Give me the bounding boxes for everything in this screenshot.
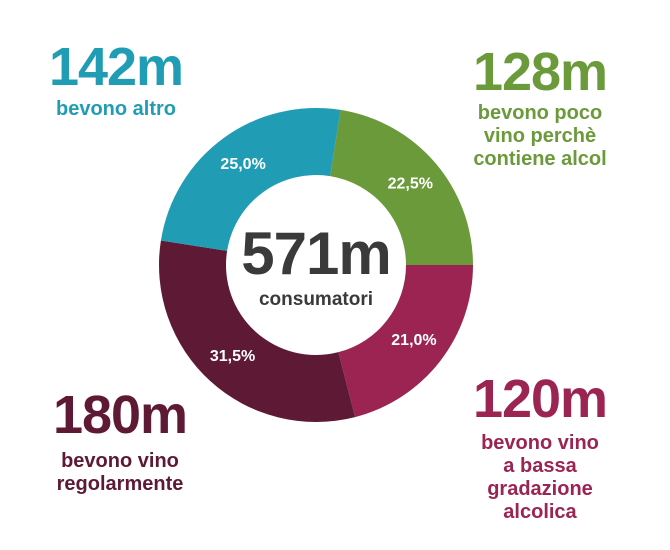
value-label: 31,5%: [210, 348, 255, 365]
center-value: 571m: [241, 220, 390, 287]
donut-segment: [160, 108, 341, 251]
category-label: bevono altro: [55, 98, 176, 120]
center-label: consumatori: [259, 289, 373, 310]
amount-label: 120m: [472, 369, 608, 429]
category-label: bevono poco vino perchè contiene alcol: [473, 102, 607, 170]
category-label: bevono vino regolarmente: [56, 450, 184, 495]
value-label: 22,5%: [388, 176, 433, 193]
amount-label: 128m: [472, 42, 608, 102]
amount-label: 142m: [48, 37, 184, 97]
category-label: bevono vino a bassa gradazione alcolica: [481, 432, 599, 523]
value-label: 21,0%: [391, 332, 436, 349]
value-label: 25,0%: [220, 156, 265, 173]
donut-segment: [338, 265, 473, 418]
amount-label: 180m: [52, 385, 188, 445]
donut-segment: [159, 240, 356, 422]
donut-segment: [330, 109, 474, 266]
